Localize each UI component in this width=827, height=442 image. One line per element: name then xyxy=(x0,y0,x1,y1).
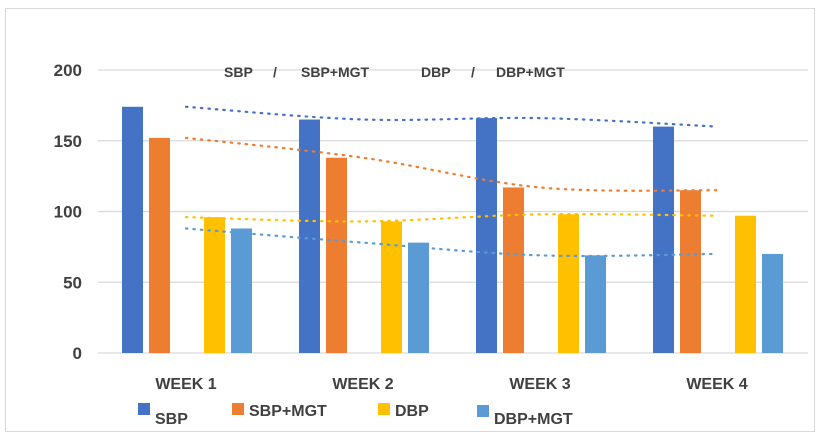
subtitle-sbp-mgt: SBP+MGT xyxy=(301,64,370,80)
legend-swatch-sbp xyxy=(138,403,150,415)
bar-dbp-week-3 xyxy=(558,214,579,353)
bar-sbp-week-4 xyxy=(653,126,674,353)
subtitle-dbp: DBP xyxy=(421,64,451,80)
x-category-label: WEEK 2 xyxy=(332,376,393,393)
legend-swatch-dbp-mgt xyxy=(477,405,489,417)
bar-sbp-week-3 xyxy=(476,118,497,353)
chart-subtitle: SBP / SBP+MGT DBP / DBP+MGT xyxy=(224,64,565,80)
x-category-label: WEEK 1 xyxy=(155,376,216,393)
y-tick-label: 150 xyxy=(54,132,82,151)
trendline-sbp-mgt xyxy=(184,136,719,192)
legend: SBP SBP+MGT DBP DBP+MGT xyxy=(138,403,573,428)
bars xyxy=(122,106,783,354)
subtitle-sbp: SBP xyxy=(224,64,253,80)
y-tick-label: 100 xyxy=(54,203,82,222)
subtitle-slash-1: / xyxy=(273,64,277,80)
bar-sbp-mgt-week-3 xyxy=(503,187,524,353)
legend-label-dbp-mgt: DBP+MGT xyxy=(494,411,573,428)
bar-sbp-mgt-week-4 xyxy=(680,190,701,353)
legend-label-sbp-mgt: SBP+MGT xyxy=(249,403,327,420)
bar-dbp-mgt-week-3 xyxy=(585,255,606,353)
legend-swatch-dbp xyxy=(378,403,390,415)
bar-dbp-week-1 xyxy=(204,217,225,353)
bar-sbp-mgt-week-2 xyxy=(326,157,347,353)
bar-sbp-week-2 xyxy=(299,119,320,354)
bar-dbp-mgt-week-1 xyxy=(231,228,252,353)
y-tick-label: 0 xyxy=(73,344,82,363)
legend-swatch-sbp-mgt xyxy=(232,403,244,415)
bar-dbp-week-2 xyxy=(381,221,402,353)
y-tick-label: 50 xyxy=(63,273,82,292)
legend-label-dbp: DBP xyxy=(395,403,429,420)
trendline-dbp xyxy=(184,212,719,223)
bar-dbp-mgt-week-2 xyxy=(408,242,429,353)
y-tick-label: 200 xyxy=(54,61,82,80)
bar-dbp-mgt-week-4 xyxy=(762,253,783,353)
x-category-label: WEEK 4 xyxy=(686,376,747,393)
subtitle-slash-2: / xyxy=(471,64,475,80)
x-category-label: WEEK 3 xyxy=(509,376,570,393)
y-axis-ticks: 0 50 100 150 200 xyxy=(54,61,82,363)
trendlines xyxy=(184,105,719,258)
bar-sbp-week-1 xyxy=(122,106,143,353)
x-axis-categories: WEEK 1 WEEK 2 WEEK 3 WEEK 4 xyxy=(155,376,747,393)
trendline-sbp xyxy=(184,105,719,128)
bar-dbp-week-4 xyxy=(735,215,756,353)
bar-sbp-mgt-week-1 xyxy=(149,137,170,353)
trendline-dbp-mgt xyxy=(184,227,719,258)
legend-label-sbp: SBP xyxy=(155,411,188,428)
subtitle-dbp-mgt: DBP+MGT xyxy=(496,64,565,80)
